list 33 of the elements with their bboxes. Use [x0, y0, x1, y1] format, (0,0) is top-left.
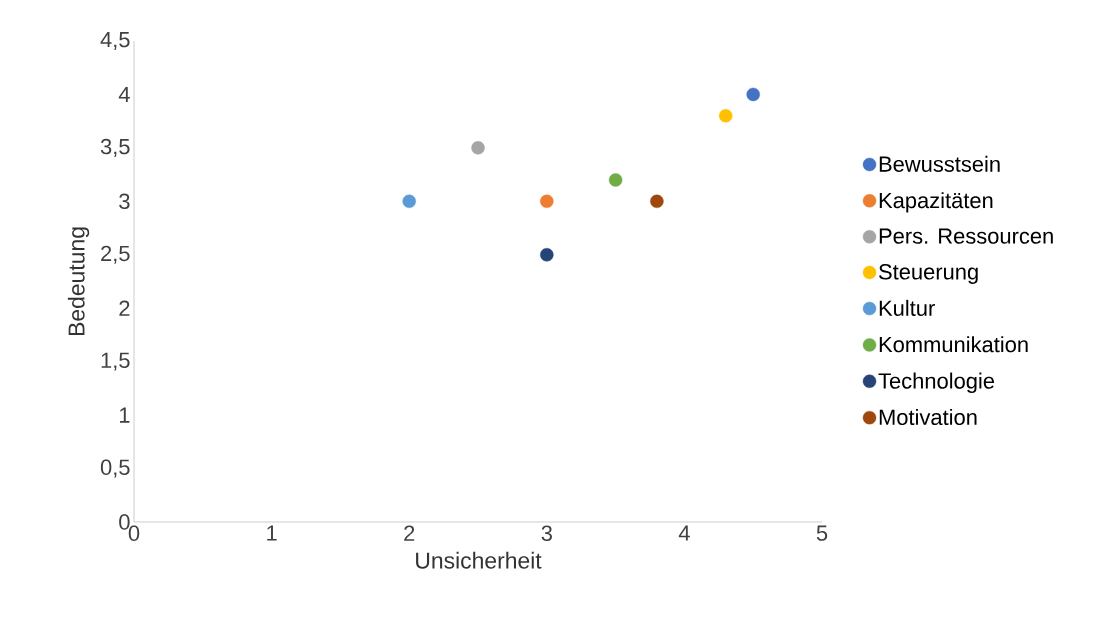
y-axis-title: Bedeutung: [67, 227, 90, 336]
point: [650, 194, 664, 209]
y-tick-label: 3: [119, 193, 130, 210]
legend-label: Bewusstsein: [879, 155, 1000, 172]
legend-label: Kultur: [879, 299, 935, 316]
x-tick-label: 3: [541, 525, 552, 542]
x-tick-label: 1: [267, 525, 277, 541]
y-tick-label: 0,5: [100, 459, 130, 478]
y-tick-label: 2,5: [101, 245, 130, 264]
point: [540, 194, 554, 209]
x-axis-title: Unsicherheit: [416, 551, 542, 569]
y-tick-label: 4: [118, 86, 130, 102]
legend-label: Pers. Ressourcen: [879, 228, 1053, 244]
point: [540, 248, 554, 262]
point: [402, 194, 416, 209]
point: [471, 141, 485, 155]
point: [718, 109, 733, 123]
legend-label: Kommunikation: [879, 336, 1028, 353]
point: [746, 87, 760, 102]
y-tick-label: 1: [119, 407, 130, 423]
legend-label: Motivation: [879, 408, 977, 426]
legend-label: Steuerung: [879, 264, 978, 284]
point: [608, 173, 623, 187]
legend-label: Technologie: [878, 372, 995, 394]
y-tick-label: 4,5: [100, 32, 130, 50]
y-tick-label: 0: [119, 514, 130, 530]
y-tick-label: 1,5: [101, 352, 130, 371]
y-tick-label: 2: [119, 300, 130, 316]
x-tick-label: 4: [678, 525, 690, 541]
x-tick-label: 5: [816, 525, 828, 541]
legend-label: Kapazitäten: [879, 192, 993, 213]
y-tick-label: 3,5: [100, 138, 130, 157]
x-tick-label: 2: [404, 525, 415, 541]
